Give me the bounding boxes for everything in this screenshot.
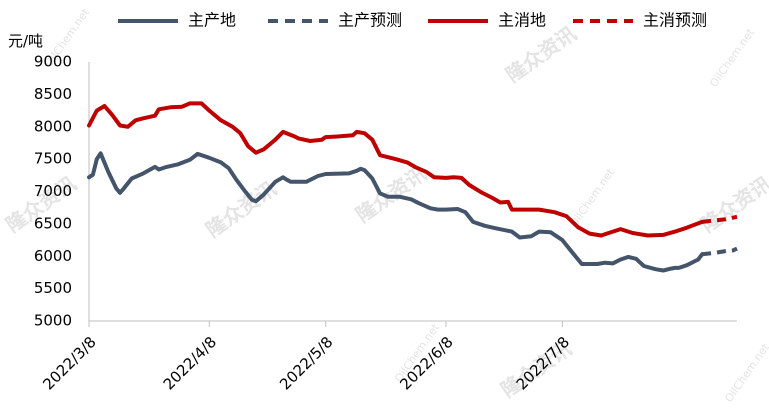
y-tick-label: 8500: [34, 85, 72, 103]
legend-label-2: 主产预测: [338, 11, 402, 30]
watermark-text: OilChem.net: [722, 341, 769, 405]
watermark-text: OilChem.net: [707, 26, 757, 90]
y-axis-unit-label: 元/吨: [8, 32, 43, 50]
series-line-3: [87, 101, 705, 238]
y-tick-label: 5000: [34, 312, 72, 330]
y-tick-label: 6500: [34, 214, 72, 232]
series-line-1: [87, 151, 705, 273]
legend: 主产地 主产预测 主消地 主消预测: [118, 11, 707, 30]
y-tick-label: 7500: [34, 150, 72, 168]
x-axis: 2022/3/8 2022/4/8 2022/5/8 2022/6/8 2022/7/8: [39, 320, 737, 393]
y-axis: 5000 5500 6000 6500 7000 7500 8000 8500 9000: [34, 53, 90, 330]
watermark-text: 隆众资讯: [501, 21, 580, 87]
plot-area: [87, 101, 738, 273]
watermark-text: 隆众资讯: [696, 171, 769, 237]
y-tick-label: 5500: [34, 279, 72, 297]
x-tick-label: 2022/5/8: [276, 333, 336, 393]
legend-label-1: 主产地: [188, 11, 236, 30]
legend-label-3: 主消地: [498, 11, 546, 30]
watermark-text: OilChem.net: [567, 166, 617, 230]
y-tick-label: 6000: [34, 247, 72, 265]
y-tick-label: 7000: [34, 182, 72, 200]
series-line-4: [701, 214, 738, 224]
series-line-2: [701, 246, 738, 257]
legend-label-4: 主消预测: [643, 11, 707, 30]
y-tick-label: 8000: [34, 117, 72, 135]
y-tick-label: 9000: [34, 53, 72, 71]
x-tick-label: 2022/3/8: [39, 333, 99, 393]
x-tick-label: 2022/4/8: [160, 333, 220, 393]
